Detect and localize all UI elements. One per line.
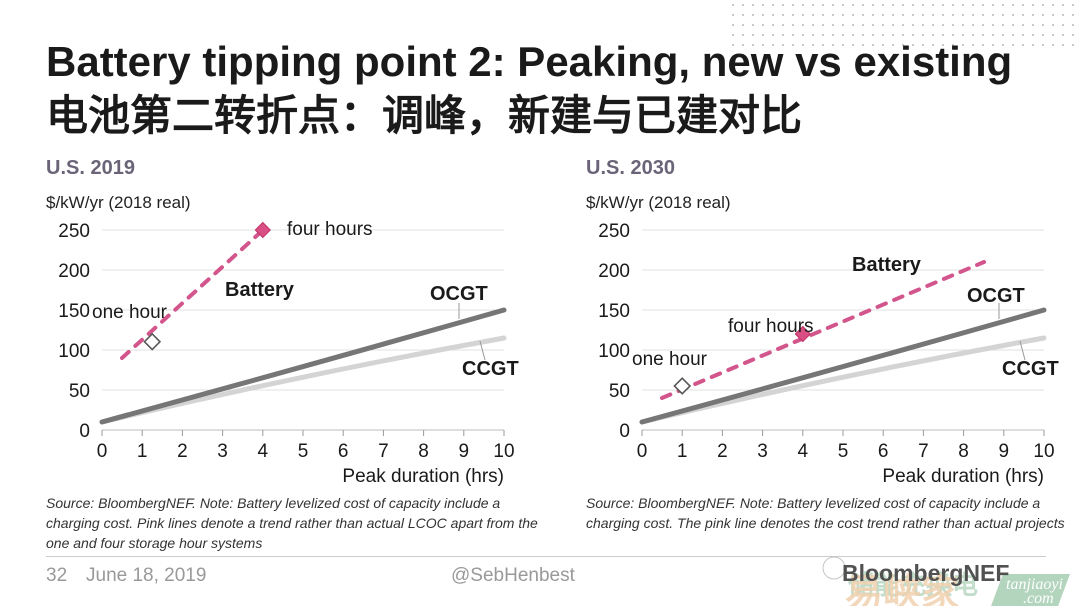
svg-text:CCGT: CCGT [1002, 358, 1059, 380]
svg-text:8: 8 [418, 441, 429, 462]
svg-text:50: 50 [609, 381, 630, 402]
svg-text:150: 150 [598, 301, 630, 322]
svg-text:4: 4 [258, 441, 269, 462]
svg-text:3: 3 [757, 441, 768, 462]
svg-text:8: 8 [958, 441, 969, 462]
svg-text:Battery: Battery [225, 279, 295, 301]
svg-text:four hours: four hours [287, 219, 373, 240]
svg-text:0: 0 [637, 441, 648, 462]
svg-text:10: 10 [1033, 441, 1054, 462]
svg-text:5: 5 [298, 441, 309, 462]
svg-text:1: 1 [137, 441, 148, 462]
svg-text:5: 5 [838, 441, 849, 462]
svg-text:100: 100 [58, 341, 90, 362]
svg-text:250: 250 [598, 221, 630, 242]
svg-text:0: 0 [97, 441, 108, 462]
svg-text:7: 7 [378, 441, 389, 462]
svg-text:9: 9 [999, 441, 1010, 462]
svg-text:.com: .com [1023, 590, 1054, 606]
svg-text:200: 200 [58, 261, 90, 282]
svg-text:6: 6 [878, 441, 889, 462]
svg-text:0: 0 [79, 421, 90, 442]
svg-text:CCGT: CCGT [462, 358, 519, 380]
svg-text:1: 1 [677, 441, 688, 462]
svg-text:OCGT: OCGT [967, 285, 1025, 307]
svg-text:100: 100 [598, 341, 630, 362]
svg-text:50: 50 [69, 381, 90, 402]
svg-text:250: 250 [58, 221, 90, 242]
svg-text:four hours: four hours [728, 316, 814, 337]
svg-text:Peak duration (hrs): Peak duration (hrs) [342, 466, 504, 487]
svg-text:Peak duration (hrs): Peak duration (hrs) [882, 466, 1044, 487]
svg-text:one hour: one hour [92, 302, 168, 323]
svg-text:0: 0 [619, 421, 630, 442]
svg-text:9: 9 [459, 441, 470, 462]
svg-text:7: 7 [918, 441, 929, 462]
svg-text:6: 6 [338, 441, 349, 462]
svg-text:OCGT: OCGT [430, 283, 488, 305]
svg-text:one hour: one hour [632, 349, 708, 370]
svg-text:10: 10 [493, 441, 514, 462]
svg-text:Battery: Battery [852, 254, 922, 276]
svg-text:2: 2 [177, 441, 188, 462]
svg-text:3: 3 [217, 441, 228, 462]
svg-text:2: 2 [717, 441, 728, 462]
svg-text:4: 4 [798, 441, 809, 462]
svg-text:200: 200 [598, 261, 630, 282]
svg-text:BloombergNEF: BloombergNEF [842, 560, 1009, 586]
svg-text:150: 150 [58, 301, 90, 322]
